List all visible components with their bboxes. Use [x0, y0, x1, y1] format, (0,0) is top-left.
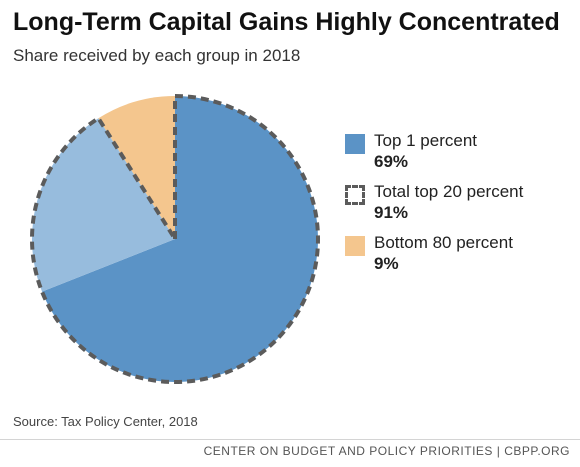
legend-value: 91%	[374, 203, 409, 222]
legend-label: Total top 20 percent	[374, 182, 524, 201]
legend-swatch-bottom-80-percent	[345, 236, 365, 256]
legend-item-top-1-percent: Top 1 percent 69%	[345, 130, 523, 172]
source-note: Source: Tax Policy Center, 2018	[13, 414, 198, 429]
chart-title: Long-Term Capital Gains Highly Concentra…	[13, 8, 560, 36]
legend-value: 69%	[374, 152, 409, 171]
pie-slice-next-19-percent	[32, 118, 176, 292]
legend-item-bottom-80-percent: Bottom 80 percent 9%	[345, 232, 523, 274]
pie-slice-top-1-percent	[42, 96, 318, 383]
pie-chart	[30, 93, 320, 384]
legend-value: 9%	[374, 254, 399, 273]
chart-subtitle: Share received by each group in 2018	[13, 46, 301, 65]
legend-label: Top 1 percent	[374, 131, 478, 150]
footer-credit: CENTER ON BUDGET AND POLICY PRIORITIES |…	[203, 444, 570, 458]
legend-item-total-top-20-percent: Total top 20 percent 91%	[345, 181, 523, 223]
legend-label: Bottom 80 percent	[374, 233, 513, 252]
legend-swatch-total-top-20-percent	[345, 185, 365, 205]
legend: Top 1 percent 69% Total top 20 percent 9…	[345, 130, 523, 283]
pie-slice-bottom-80-percent	[98, 96, 175, 239]
legend-swatch-top-1-percent	[345, 134, 365, 154]
pie-outline-total-top-20-percent	[30, 93, 320, 384]
footer-divider	[0, 439, 580, 440]
